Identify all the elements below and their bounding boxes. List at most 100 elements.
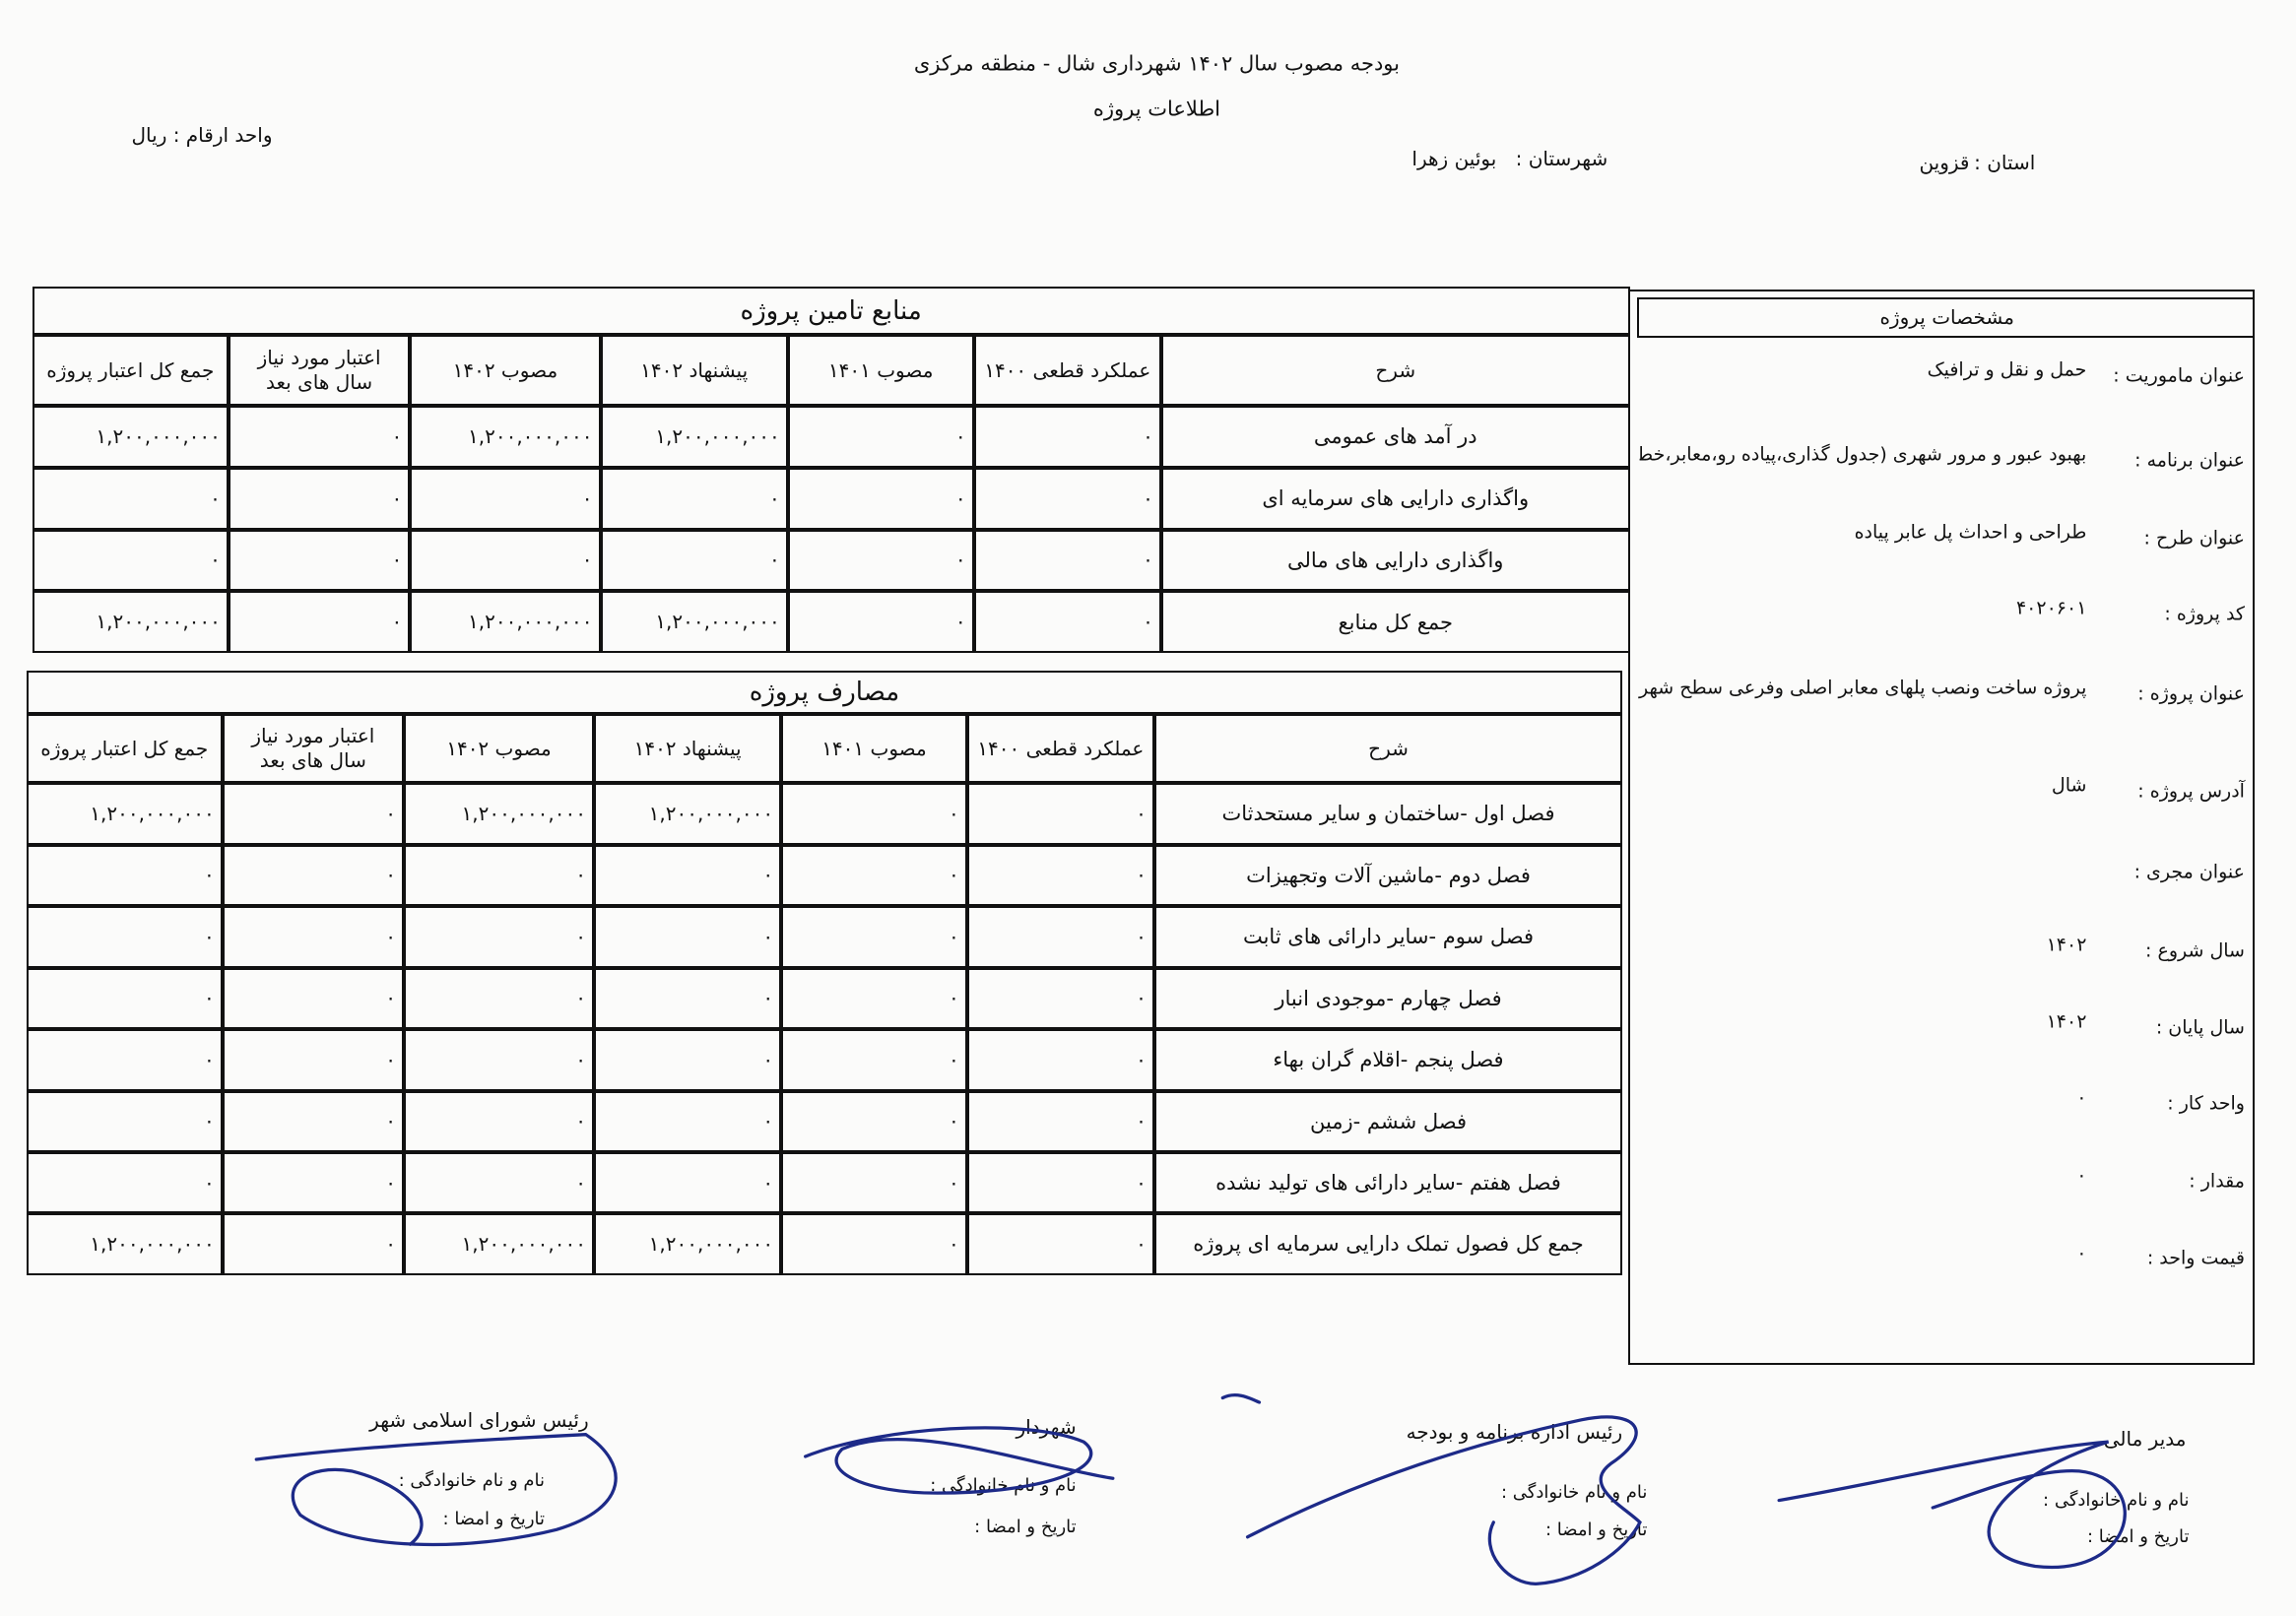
column-header: جمع کل اعتبار پروژه bbox=[26, 714, 223, 784]
amount-cell: ۰ bbox=[403, 1090, 595, 1152]
amount-cell: ۱,۲۰۰,۰۰۰,۰۰۰ bbox=[26, 783, 223, 845]
amount-cell: ۰ bbox=[403, 1151, 595, 1214]
amount-cell: ۰ bbox=[966, 1029, 1154, 1091]
amount-cell: ۰ bbox=[781, 783, 967, 845]
amount-cell: ۰ bbox=[222, 1151, 404, 1214]
field-value: ۰ bbox=[2076, 1242, 2087, 1264]
table-title: مصارف پروژه bbox=[26, 670, 1623, 715]
column-header: مصوب ۱۴۰۲ bbox=[410, 335, 601, 406]
row-label: فصل سوم -سایر دارائی های ثابت bbox=[1153, 906, 1623, 968]
amount-cell: ۰ bbox=[966, 967, 1154, 1030]
field-value: بهبود عبور و مرور شهری (جدول گذاری،پیاده… bbox=[1640, 443, 2087, 466]
field-label: واحد کار : bbox=[2167, 1092, 2245, 1115]
amount-cell: ۱,۲۰۰,۰۰۰,۰۰۰ bbox=[32, 405, 229, 468]
column-header: مصوب ۱۴۰۲ bbox=[403, 714, 595, 784]
amount-cell: ۰ bbox=[403, 906, 595, 968]
amount-cell: ۰ bbox=[600, 467, 788, 530]
signature-name-label: نام و نام خانوادگی : bbox=[2043, 1489, 2190, 1511]
project-specs-box bbox=[1628, 290, 2256, 1365]
document-subtitle: اطلاعات پروژه bbox=[1092, 97, 1220, 121]
row-label: واگذاری دارایی های سرمایه ای bbox=[1160, 467, 1630, 530]
amount-cell: ۰ bbox=[600, 529, 788, 592]
amount-cell: ۰ bbox=[781, 844, 967, 907]
amount-cell: ۰ bbox=[966, 844, 1154, 907]
signature-name-label: نام و نام خانوادگی : bbox=[398, 1470, 546, 1492]
field-label: عنوان پروژه : bbox=[2137, 682, 2245, 705]
field-value: ۴۰۲۰۶۰۱ bbox=[2015, 598, 2087, 620]
column-header: جمع کل اعتبار پروژه bbox=[32, 335, 229, 406]
amount-cell: ۰ bbox=[410, 467, 601, 530]
field-value: شال bbox=[2051, 774, 2087, 797]
amount-cell: ۰ bbox=[594, 844, 782, 907]
row-label: جمع کل منابع bbox=[1160, 591, 1630, 654]
amount-cell: ۱,۲۰۰,۰۰۰,۰۰۰ bbox=[410, 405, 601, 468]
province-label: استان : bbox=[1974, 151, 2036, 174]
signature-date-label: تاریخ و امضا : bbox=[442, 1509, 546, 1530]
signature-title: مدیر مالی bbox=[2103, 1427, 2187, 1452]
amount-cell: ۰ bbox=[222, 906, 404, 968]
amount-cell: ۰ bbox=[594, 1029, 782, 1091]
amount-cell: ۰ bbox=[222, 844, 404, 907]
amount-cell: ۰ bbox=[594, 906, 782, 968]
column-header: عملکرد قطعی ۱۴۰۰ bbox=[973, 335, 1161, 406]
row-label: در آمد های عمومی bbox=[1160, 405, 1630, 468]
amount-cell: ۱,۲۰۰,۰۰۰,۰۰۰ bbox=[594, 1213, 782, 1275]
amount-cell: ۰ bbox=[594, 1090, 782, 1152]
column-header: شرح bbox=[1160, 335, 1630, 406]
amount-cell: ۰ bbox=[781, 1029, 967, 1091]
field-value: ۰ bbox=[2076, 1164, 2087, 1187]
column-header: عملکرد قطعی ۱۴۰۰ bbox=[966, 714, 1154, 784]
amount-cell: ۱,۲۰۰,۰۰۰,۰۰۰ bbox=[32, 591, 229, 654]
field-value: ۱۴۰۲ bbox=[2046, 1010, 2087, 1033]
row-label: فصل چهارم -موجودی انبار bbox=[1153, 967, 1623, 1030]
row-label: فصل اول -ساختمان و سایر مستحدثات bbox=[1153, 783, 1623, 845]
signature bbox=[1220, 1393, 1262, 1404]
field-label: مقدار : bbox=[2189, 1170, 2245, 1193]
field-value: ۱۴۰۲ bbox=[2046, 934, 2087, 956]
amount-cell: ۰ bbox=[966, 1151, 1154, 1214]
signature-name-label: نام و نام خانوادگی : bbox=[1500, 1482, 1648, 1504]
field-label: سال شروع : bbox=[2145, 939, 2245, 962]
field-label: عنوان ماموریت : bbox=[2113, 364, 2245, 387]
amount-cell: ۰ bbox=[222, 1213, 404, 1275]
amount-cell: ۰ bbox=[781, 1151, 967, 1214]
document-title: بودجه مصوب سال ۱۴۰۲ شهرداری شال - منطقه … bbox=[913, 51, 1400, 76]
amount-cell: ۱,۲۰۰,۰۰۰,۰۰۰ bbox=[594, 783, 782, 845]
row-label: فصل پنجم -اقلام گران بهاء bbox=[1153, 1029, 1623, 1091]
amount-cell: ۰ bbox=[787, 405, 974, 468]
column-header: مصوب ۱۴۰۱ bbox=[787, 335, 974, 406]
county-value: بوئین زهرا bbox=[1411, 146, 1497, 170]
field-value: حمل و نقل و ترافیک bbox=[1927, 358, 2087, 381]
column-header: پیشنهاد ۱۴۰۲ bbox=[600, 335, 788, 406]
amount-cell: ۰ bbox=[26, 967, 223, 1030]
row-label: فصل ششم -زمین bbox=[1153, 1090, 1623, 1152]
signature-date-label: تاریخ و امضا : bbox=[974, 1516, 1077, 1537]
signature-date-label: تاریخ و امضا : bbox=[2086, 1526, 2190, 1548]
amount-cell: ۰ bbox=[222, 1029, 404, 1091]
field-label: آدرس پروژه : bbox=[2137, 780, 2245, 803]
amount-cell: ۱,۲۰۰,۰۰۰,۰۰۰ bbox=[600, 405, 788, 468]
amount-cell: ۰ bbox=[966, 783, 1154, 845]
amount-cell: ۰ bbox=[781, 1213, 967, 1275]
amount-cell: ۰ bbox=[781, 906, 967, 968]
amount-cell: ۰ bbox=[973, 529, 1161, 592]
row-label: فصل هفتم -سایر دارائی های تولید نشده bbox=[1153, 1151, 1623, 1214]
amount-cell: ۰ bbox=[594, 967, 782, 1030]
signature-title: شهردار bbox=[1016, 1415, 1077, 1440]
amount-cell: ۰ bbox=[787, 591, 974, 654]
signature-title: رئیس اداره برنامه و بودجه bbox=[1406, 1419, 1623, 1444]
signature-name-label: نام و نام خانوادگی : bbox=[930, 1475, 1077, 1497]
field-value: ۰ bbox=[2076, 1086, 2087, 1109]
field-label: کد پروژه : bbox=[2164, 603, 2245, 625]
amount-cell: ۰ bbox=[787, 529, 974, 592]
amount-cell: ۱,۲۰۰,۰۰۰,۰۰۰ bbox=[410, 591, 601, 654]
row-label: واگذاری دارایی های مالی bbox=[1160, 529, 1630, 592]
amount-cell: ۰ bbox=[222, 967, 404, 1030]
amount-cell: ۱,۲۰۰,۰۰۰,۰۰۰ bbox=[26, 1213, 223, 1275]
amount-cell: ۰ bbox=[781, 967, 967, 1030]
field-label: قیمت واحد : bbox=[2146, 1248, 2245, 1270]
amount-cell: ۰ bbox=[410, 529, 601, 592]
amount-cell: ۰ bbox=[26, 1029, 223, 1091]
amount-cell: ۰ bbox=[26, 844, 223, 907]
